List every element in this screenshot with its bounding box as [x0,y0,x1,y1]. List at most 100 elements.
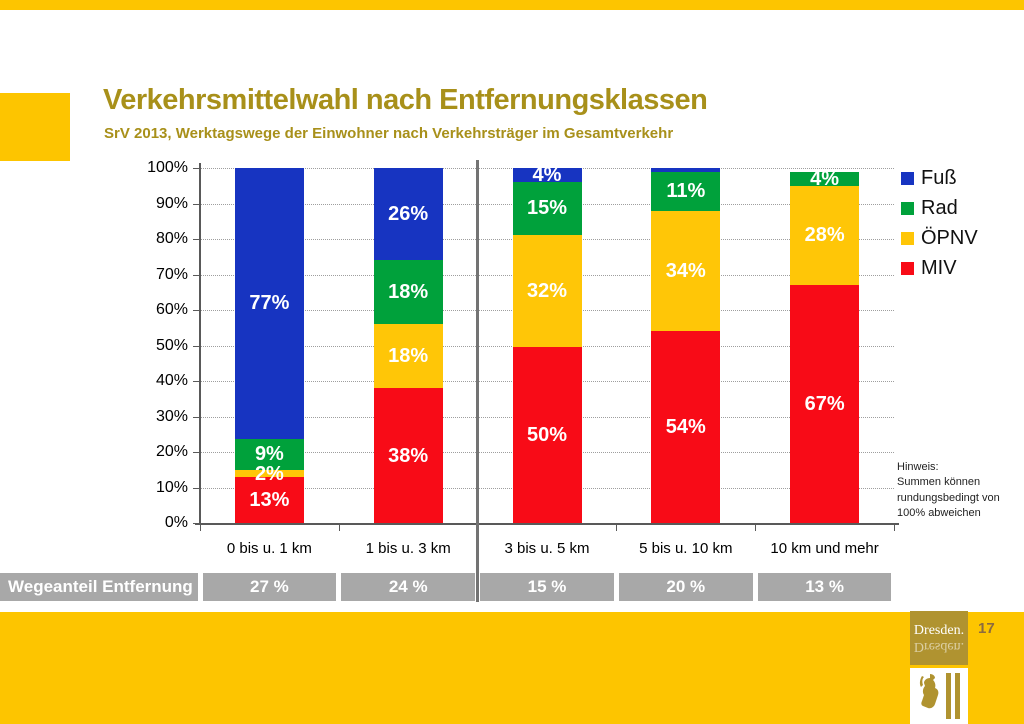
x-category-label: 1 bis u. 3 km [365,540,451,557]
bar-segment-fu [512,168,582,183]
y-tick-label: 50% [155,336,188,354]
legend-label: ÖPNV [921,226,978,249]
y-axis-tick [193,168,200,169]
bar-segment-pnv [651,210,721,332]
y-tick-label: 0% [164,514,188,531]
page-subtitle: SrV 2013, Werktagswege der Einwohner nac… [104,125,674,142]
left-accent-square [0,93,70,161]
y-tick-label: 80% [155,230,188,247]
bar-segment-miv [234,477,304,523]
x-category-label: 5 bis u. 10 km [639,540,733,557]
bar-segment-label: 38% [388,444,429,467]
x-axis-line [195,523,899,525]
bar-segment-pnv [512,234,582,348]
y-axis-tick [193,452,200,453]
page-title: Verkehrsmittelwahl nach Entfernungsklass… [103,84,708,116]
bar-segment-rad [512,182,582,235]
legend-swatch-icon [901,231,914,245]
y-axis-tick [193,203,200,205]
bar-segment-rad [234,438,304,471]
table-value-cell: 27 % [202,573,337,601]
bar-segment-label: 54% [665,416,706,439]
table-value-cell: 24 % [341,573,476,601]
x-axis-tick [755,525,757,531]
bar-segment-label: 77% [249,292,290,315]
legend-label: Fuß [921,166,957,189]
y-tick-label: 10% [155,478,188,496]
bar-segment-miv [373,388,443,523]
bar-segment-label: 2% [254,462,284,485]
y-axis-tick [193,310,200,311]
y-tick-label: 40% [155,372,188,389]
page-number: 17 [978,620,995,637]
y-axis-tick [193,487,200,489]
bar-segment-label: 50% [526,424,568,447]
legend-label: MIV [921,256,957,279]
bar-segment-label: 4% [532,164,562,187]
bar-segment-fu [651,168,721,172]
x-axis-tick [894,525,895,531]
y-tick-label: 20% [155,443,188,460]
table-value-cell: 15 % [480,573,614,601]
x-axis-tick [616,525,618,531]
dresden-logo-word: Dresden. [913,622,965,638]
dresden-lion-icon [919,673,960,719]
legend-swatch-icon [901,201,914,215]
y-axis-tick [193,345,200,347]
bar-segment-miv [790,285,860,523]
bar-segment-pnv [790,185,860,286]
y-tick-label: 60% [155,301,188,318]
y-tick-label: 100% [147,159,188,176]
bar-segment-rad [790,171,860,186]
bar-segment-fu [234,168,304,439]
bar-segment-label: 32% [526,280,568,303]
bar-segment-label: 15% [526,197,568,220]
legend-item: MIV [901,257,978,279]
y-axis-tick [193,239,200,240]
legend-swatch-icon [901,171,914,185]
footer-bar: Ergebnisse SrV 2013 Landeshauptstadt Dre… [0,612,1024,724]
legend-item: ÖPNV [901,227,978,249]
y-tick-label: 30% [155,407,188,425]
bar-segment-pnv [373,324,443,389]
x-axis-tick [200,525,201,531]
bar-segment-label: 28% [804,224,845,247]
legend-item: Rad [901,197,978,219]
table-value-cell: 20 % [618,573,753,601]
bar-segment-label: 18% [388,281,429,304]
bar-segment-pnv [234,470,304,478]
legend-swatch-icon [901,261,914,275]
x-category-label: 3 bis u. 5 km [504,540,590,557]
x-axis-tick [338,525,340,531]
y-axis-tick [193,274,200,276]
y-axis-tick [193,416,200,418]
legend-label: Rad [921,196,958,219]
bar-segment-label: 13% [249,489,290,512]
y-axis-line [199,163,201,523]
chart-divider-line [476,160,479,602]
bar-segment-label: 11% [666,180,706,203]
bar-segment-label: 34% [665,259,706,282]
bar-segment-label: 67% [804,393,845,416]
x-category-label: 0 bis u. 1 km [226,540,312,557]
bar-segment-label: 4% [810,167,840,190]
bar-segment-rad [651,171,721,211]
table-row-label: Wegeanteil Entfernung [0,573,198,601]
bar-segment-fu [373,168,443,261]
dresden-coat-of-arms [910,668,968,724]
bar-segment-rad [373,260,443,325]
bar-segment-label: 26% [388,203,429,226]
bar-segment-miv [651,331,721,523]
top-accent-bar [0,0,1024,10]
table-value-cell: 13 % [757,573,892,601]
y-tick-label: 70% [155,265,188,283]
legend: Fuß Rad ÖPNV MIV [901,167,978,287]
y-axis-tick [193,381,200,382]
legend-item: Fuß [901,167,978,189]
x-category-label: 10 km und mehr [770,540,879,557]
dresden-logo-word-mirrored: Dresden. [913,638,965,654]
rounding-note: Hinweis: Summen können rundungsbedingt v… [897,461,1000,520]
bar-segment-label: 18% [388,345,429,368]
